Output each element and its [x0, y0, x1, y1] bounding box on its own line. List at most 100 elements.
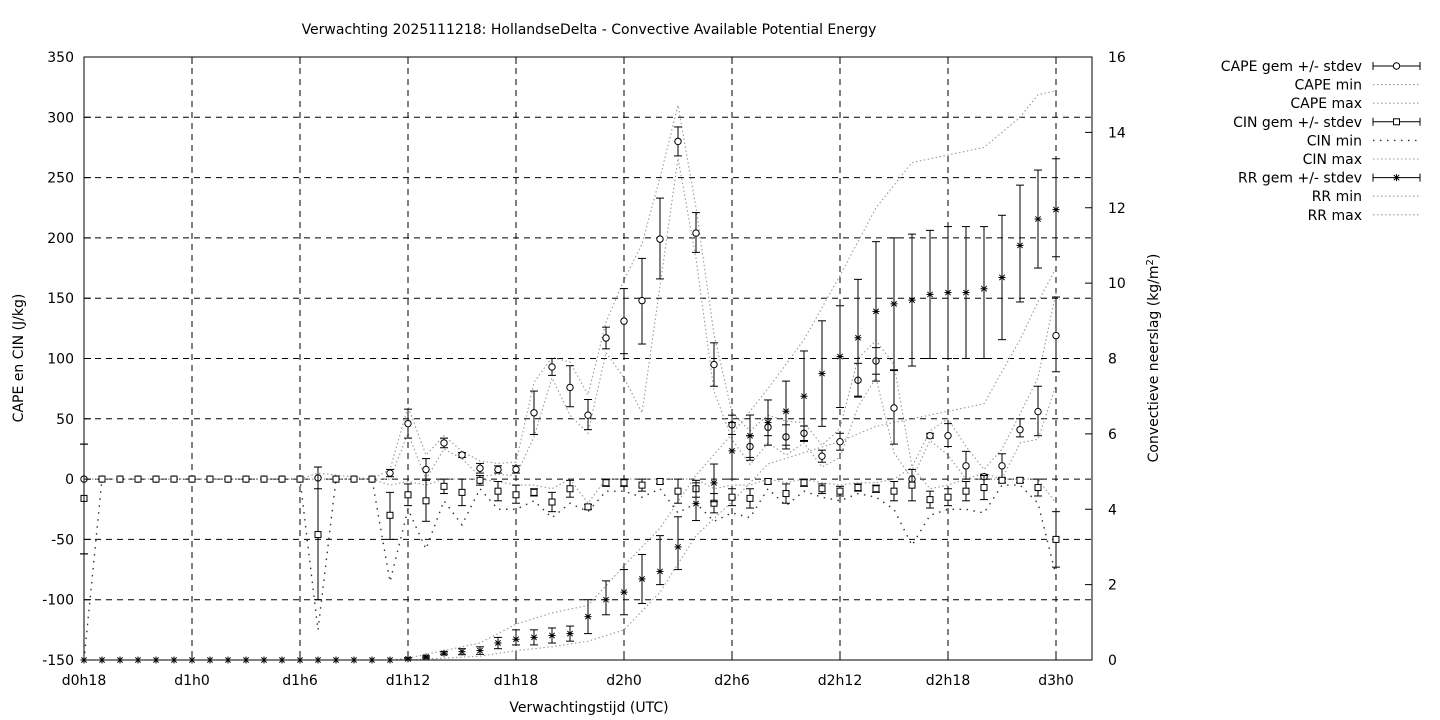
square-point — [170, 475, 178, 483]
square-point — [548, 498, 556, 506]
square-point — [1016, 476, 1024, 484]
legend-entry: RR gem +/- stdev — [1238, 171, 1421, 187]
legend-entry: CIN gem +/- stdev — [1233, 115, 1421, 131]
x-tick-label: d2h12 — [818, 673, 862, 689]
y2-axis-label: Convectieve neerslag (kg/m2) — [1145, 254, 1162, 463]
x-tick-label: d3h0 — [1038, 673, 1074, 689]
legend-label: CAPE min — [1295, 78, 1363, 94]
legend-entry: CAPE gem +/- stdev — [1221, 59, 1421, 75]
star-point — [692, 500, 700, 508]
x-tick-label: d1h6 — [282, 673, 318, 689]
series-line-cin-max — [84, 466, 1057, 505]
x-axis-label: Verwachtingstijd (UTC) — [509, 700, 668, 716]
square-point — [350, 475, 358, 483]
y2-axis-label-sup: 2 — [1145, 259, 1156, 265]
square-point — [188, 475, 196, 483]
star-point — [620, 588, 628, 596]
y2-tick-label: 16 — [1108, 50, 1126, 66]
square-point — [206, 475, 214, 483]
square-point — [926, 496, 934, 504]
y-axis-label: CAPE en CIN (J/kg) — [11, 294, 27, 423]
y-tick-label: 150 — [47, 291, 74, 307]
legend-label: RR max — [1308, 208, 1362, 224]
circle-point — [1052, 331, 1060, 340]
star-point — [890, 300, 898, 308]
y2-tick-label: 0 — [1108, 653, 1117, 669]
square-point — [674, 487, 682, 495]
grid-lines — [83, 57, 1092, 660]
star-stroke — [693, 500, 699, 507]
square-point — [620, 479, 628, 487]
star-stroke — [1393, 174, 1400, 181]
star-stroke — [945, 289, 951, 296]
square-point — [656, 478, 664, 486]
star-point — [836, 353, 844, 361]
circle-point — [422, 465, 430, 474]
legend-entry: CAPE max — [1290, 96, 1420, 112]
star-point — [584, 613, 592, 621]
circle-point — [1392, 62, 1401, 70]
star-point — [566, 630, 574, 638]
legend-label: CIN gem +/- stdev — [1233, 115, 1362, 131]
star-stroke — [567, 630, 573, 637]
y2-tick-label: 10 — [1108, 276, 1126, 292]
circle-point — [1016, 425, 1024, 434]
series-layer — [80, 90, 1060, 664]
star-stroke — [549, 632, 555, 639]
star-stroke — [657, 568, 663, 575]
circle-point — [404, 419, 412, 428]
star-stroke — [1035, 216, 1041, 223]
circle-point — [836, 438, 844, 446]
star-stroke — [441, 650, 447, 657]
x-tick-label: d1h0 — [174, 673, 210, 689]
square-point — [602, 479, 610, 487]
star-stroke — [1053, 206, 1059, 213]
square-point — [728, 493, 736, 501]
star-stroke — [909, 297, 915, 304]
star-stroke — [495, 640, 501, 647]
y2-tick-label: 8 — [1108, 352, 1117, 368]
square-point — [116, 475, 124, 483]
star-point — [908, 296, 916, 304]
star-stroke — [711, 479, 717, 486]
y2-axis-label-end: ) — [1146, 254, 1162, 259]
legend-label: CIN min — [1307, 133, 1362, 149]
y-tick-label: 200 — [47, 231, 74, 247]
star-point — [602, 596, 610, 604]
x-tick-label: d2h0 — [606, 673, 642, 689]
legend-label: CIN max — [1303, 152, 1362, 168]
y-tick-label: -50 — [51, 532, 74, 548]
star-stroke — [423, 654, 429, 660]
circle-point — [692, 229, 700, 237]
square-point — [854, 484, 862, 492]
square-point — [836, 487, 844, 495]
y2-tick-label: 2 — [1108, 578, 1117, 594]
circle-point — [926, 431, 934, 440]
circle-point — [476, 464, 484, 472]
square-point — [800, 479, 808, 487]
square-point — [908, 481, 916, 489]
y-tick-label: 350 — [47, 50, 74, 66]
square-point — [998, 476, 1006, 484]
legend-entry: CIN min — [1307, 133, 1420, 149]
star-stroke — [1017, 242, 1023, 249]
circle-point — [710, 360, 718, 369]
square-point — [530, 488, 538, 496]
star-stroke — [459, 648, 465, 655]
series-line-cape-min — [84, 158, 1057, 481]
y2-tick-label: 6 — [1108, 427, 1117, 443]
square-point — [584, 503, 592, 511]
circle-point — [386, 469, 394, 477]
legend-label: CAPE gem +/- stdev — [1221, 59, 1362, 75]
circle-point — [998, 462, 1006, 470]
y2-tick-label: 12 — [1108, 201, 1126, 217]
star-point — [1052, 206, 1060, 214]
star-point — [800, 392, 808, 400]
circle-point — [656, 235, 664, 243]
square-point — [260, 475, 268, 483]
star-point — [422, 653, 430, 661]
legend-entry: RR max — [1308, 208, 1420, 224]
star-point — [548, 632, 556, 640]
square-point — [278, 475, 286, 483]
star-stroke — [621, 589, 627, 596]
